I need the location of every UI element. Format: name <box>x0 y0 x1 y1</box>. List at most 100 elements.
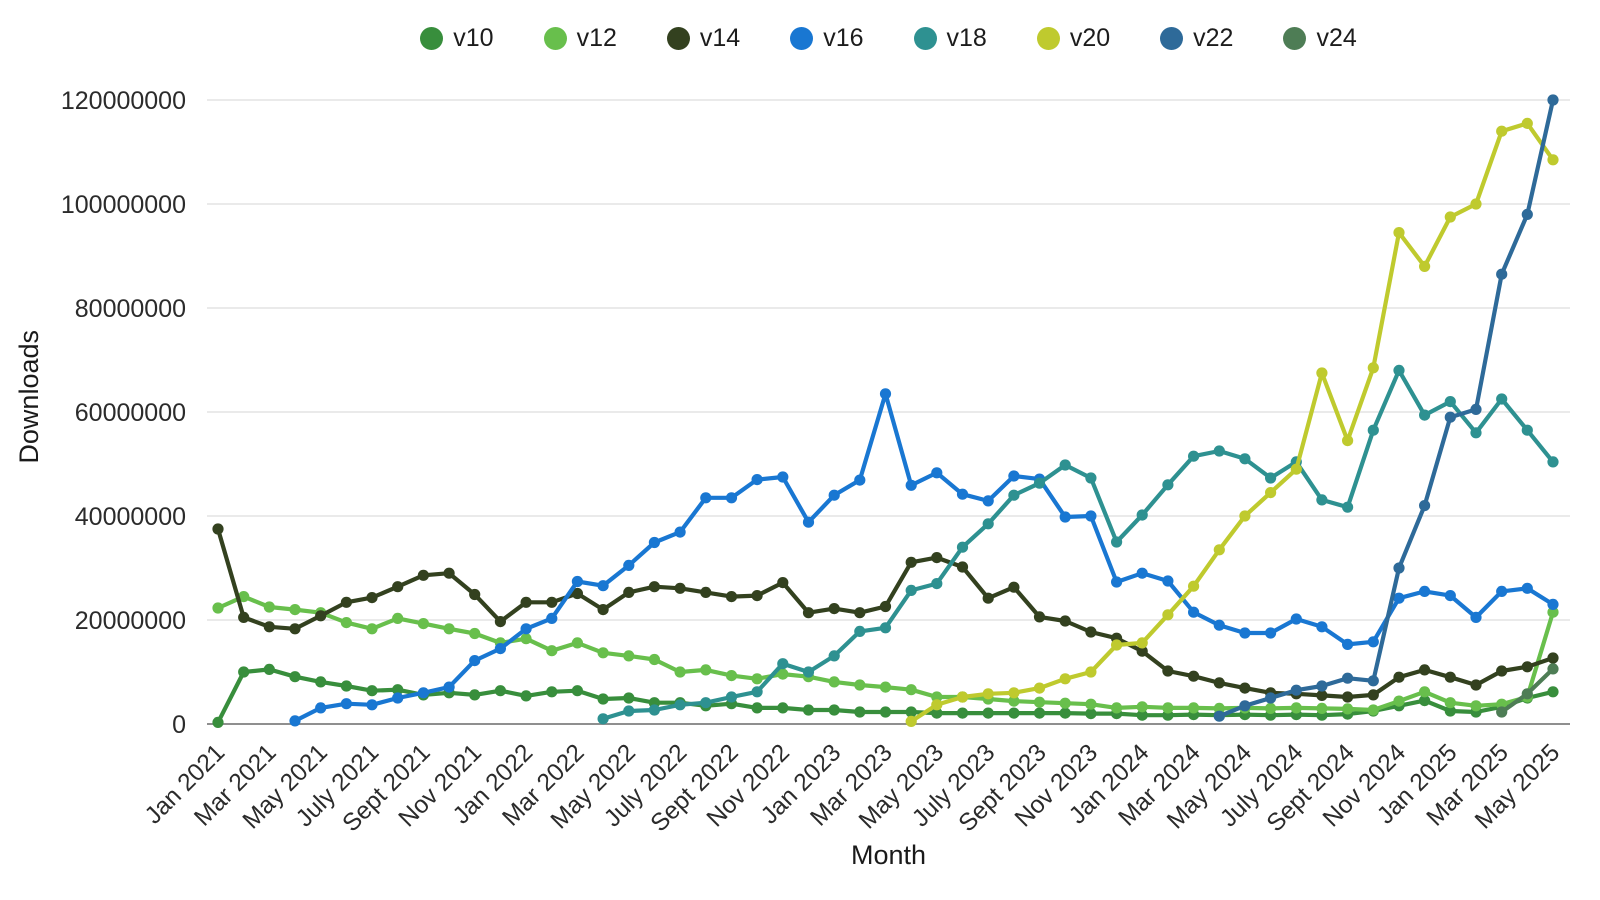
data-point-v14-aug-2024[interactable] <box>1316 689 1328 702</box>
data-point-v20-jan-2024[interactable] <box>1136 637 1148 649</box>
data-point-v10-may-2023[interactable] <box>931 707 943 719</box>
data-point-v14-jun-2021[interactable] <box>340 596 352 608</box>
data-point-v14-mar-2023[interactable] <box>879 600 892 613</box>
data-point-v12-mar-2021[interactable] <box>263 601 275 613</box>
data-point-v24-mar-2025[interactable] <box>1496 706 1508 718</box>
legend-item-v24[interactable]: v24 <box>1283 25 1357 51</box>
data-point-v20-oct-2023[interactable] <box>1059 673 1071 685</box>
data-point-v20-mar-2025[interactable] <box>1496 125 1508 137</box>
data-point-v16-nov-2021[interactable] <box>469 655 481 667</box>
data-point-v12-aug-2021[interactable] <box>392 612 404 625</box>
data-point-v16-july-2023[interactable] <box>982 495 994 507</box>
data-point-v14-feb-2021[interactable] <box>238 611 250 624</box>
data-point-v12-mar-2022[interactable] <box>571 637 584 649</box>
data-point-v18-aug-2024[interactable] <box>1316 494 1328 506</box>
data-point-v16-july-2024[interactable] <box>1290 613 1302 625</box>
data-point-v12-july-2021[interactable] <box>366 623 378 635</box>
data-point-v12-feb-2022[interactable] <box>546 645 558 657</box>
data-point-v12-nov-2021[interactable] <box>469 627 481 640</box>
data-point-v12-nov-2024[interactable] <box>1393 695 1405 707</box>
data-point-v10-jan-2023[interactable] <box>828 704 840 716</box>
data-point-v10-feb-2023[interactable] <box>854 706 866 718</box>
data-point-v12-dec-2024[interactable] <box>1419 686 1431 698</box>
data-point-v16-feb-2025[interactable] <box>1470 611 1482 624</box>
data-point-v12-oct-2024[interactable] <box>1367 704 1379 716</box>
data-point-v22-oct-2024[interactable] <box>1367 675 1379 687</box>
data-point-v18-feb-2023[interactable] <box>854 625 866 638</box>
data-point-v20-dec-2024[interactable] <box>1419 260 1431 272</box>
data-point-v20-may-2023[interactable] <box>931 699 943 711</box>
data-point-v18-may-2024[interactable] <box>1239 453 1251 465</box>
data-point-v14-apr-2021[interactable] <box>289 623 301 635</box>
data-point-v12-jun-2024[interactable] <box>1265 702 1277 715</box>
data-point-v16-oct-2021[interactable] <box>443 681 455 693</box>
data-point-v10-nov-2023[interactable] <box>1085 708 1097 720</box>
data-point-v20-apr-2024[interactable] <box>1213 544 1225 556</box>
data-point-v14-may-2025[interactable] <box>1547 652 1559 664</box>
data-point-v10-jan-2024[interactable] <box>1136 709 1148 721</box>
data-point-v12-mar-2024[interactable] <box>1188 702 1200 714</box>
data-point-v20-sept-2023[interactable] <box>1033 682 1046 694</box>
data-point-v22-feb-2025[interactable] <box>1470 403 1482 415</box>
data-point-v18-jun-2024[interactable] <box>1265 472 1277 484</box>
data-point-v16-dec-2024[interactable] <box>1419 585 1431 598</box>
data-point-v18-july-2022[interactable] <box>674 699 686 711</box>
data-point-v18-jun-2022[interactable] <box>648 704 661 716</box>
data-point-v16-mar-2024[interactable] <box>1188 606 1200 618</box>
data-point-v10-nov-2022[interactable] <box>777 702 789 714</box>
data-point-v18-mar-2023[interactable] <box>879 622 892 634</box>
data-point-v14-dec-2021[interactable] <box>494 616 506 628</box>
data-point-v10-may-2022[interactable] <box>623 692 635 704</box>
data-point-v12-aug-2023[interactable] <box>1008 695 1020 707</box>
data-point-v16-jun-2021[interactable] <box>340 698 352 710</box>
data-point-v18-dec-2023[interactable] <box>1111 536 1123 548</box>
data-point-v16-feb-2024[interactable] <box>1162 575 1174 587</box>
data-point-v12-mar-2025[interactable] <box>1496 698 1508 710</box>
legend-item-v12[interactable]: v12 <box>543 25 617 51</box>
data-point-v14-dec-2022[interactable] <box>802 607 815 619</box>
data-point-v24-apr-2025[interactable] <box>1521 688 1533 700</box>
data-point-v12-sept-2024[interactable] <box>1342 703 1354 715</box>
data-point-v14-may-2023[interactable] <box>931 552 943 564</box>
data-point-v20-may-2024[interactable] <box>1239 510 1251 522</box>
data-point-v14-aug-2021[interactable] <box>392 581 404 593</box>
data-point-v16-apr-2021[interactable] <box>289 715 301 727</box>
data-point-v14-oct-2024[interactable] <box>1367 689 1379 701</box>
data-point-v10-aug-2023[interactable] <box>1008 707 1020 719</box>
data-point-v18-jan-2024[interactable] <box>1136 509 1148 521</box>
data-point-v14-jun-2022[interactable] <box>648 581 661 593</box>
data-point-v14-oct-2023[interactable] <box>1059 615 1071 627</box>
data-point-v14-jan-2022[interactable] <box>520 596 532 608</box>
data-point-v16-may-2024[interactable] <box>1239 627 1251 639</box>
data-point-v22-may-2024[interactable] <box>1239 700 1251 712</box>
data-point-v18-feb-2024[interactable] <box>1162 479 1174 491</box>
data-point-v16-aug-2024[interactable] <box>1316 621 1328 633</box>
data-point-v16-feb-2022[interactable] <box>546 612 558 625</box>
data-point-v20-nov-2024[interactable] <box>1393 227 1405 239</box>
data-point-v18-oct-2024[interactable] <box>1367 424 1379 436</box>
data-point-v18-dec-2022[interactable] <box>802 666 815 678</box>
data-point-v10-mar-2022[interactable] <box>571 685 584 697</box>
data-point-v14-aug-2023[interactable] <box>1008 581 1020 593</box>
data-point-v10-may-2025[interactable] <box>1547 686 1559 698</box>
data-point-v18-sept-2022[interactable] <box>725 691 738 703</box>
legend-item-v22[interactable]: v22 <box>1160 25 1233 51</box>
data-point-v20-apr-2025[interactable] <box>1521 117 1533 129</box>
data-point-v12-jan-2025[interactable] <box>1444 697 1456 709</box>
data-point-v12-apr-2023[interactable] <box>905 684 917 696</box>
data-point-v18-nov-2024[interactable] <box>1393 364 1405 376</box>
data-point-v10-jan-2022[interactable] <box>520 690 532 702</box>
data-point-v14-sept-2023[interactable] <box>1033 611 1046 623</box>
data-point-v10-sept-2023[interactable] <box>1033 707 1046 719</box>
data-point-v24-may-2025[interactable] <box>1547 663 1559 675</box>
data-point-v12-jun-2022[interactable] <box>648 653 661 666</box>
data-point-v22-apr-2024[interactable] <box>1213 710 1225 722</box>
data-point-v10-oct-2023[interactable] <box>1059 707 1071 719</box>
data-point-v12-dec-2023[interactable] <box>1111 702 1123 714</box>
data-point-v10-jan-2021[interactable] <box>212 716 224 729</box>
data-point-v18-may-2022[interactable] <box>623 705 635 717</box>
legend-item-v14[interactable]: v14 <box>666 25 740 51</box>
data-point-v22-dec-2024[interactable] <box>1419 500 1431 512</box>
data-point-v18-apr-2022[interactable] <box>597 713 609 725</box>
data-point-v16-sept-2022[interactable] <box>725 492 738 504</box>
